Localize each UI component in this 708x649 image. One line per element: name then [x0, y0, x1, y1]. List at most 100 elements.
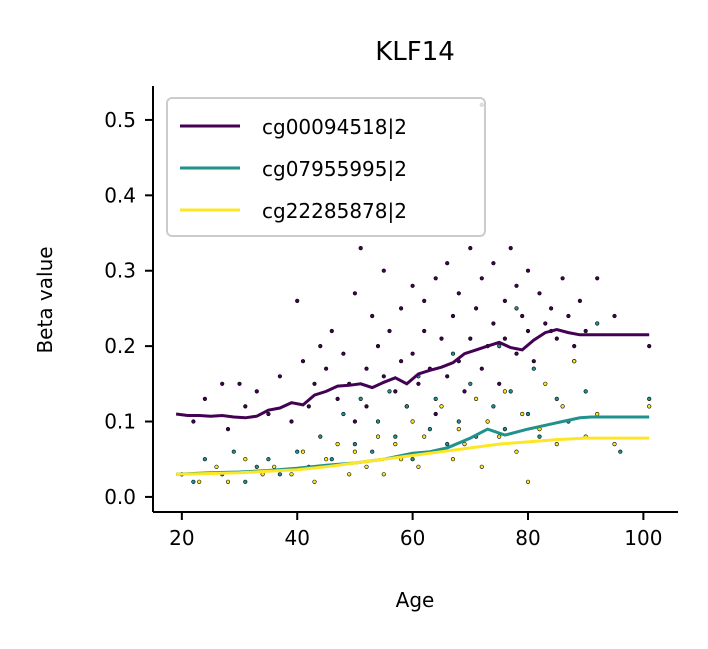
series-2-point: [474, 396, 479, 402]
series-0-point: [583, 328, 588, 334]
legend: cg00094518|2 cg07955995|2 cg22285878|2: [166, 97, 486, 237]
series-2-point: [410, 419, 415, 424]
series-2-trend-line: [176, 436, 650, 476]
series-2-point: [514, 449, 519, 454]
legend-label-1: cg07955995|2: [262, 157, 407, 181]
series-1-point: [497, 344, 502, 349]
series-1-point: [595, 321, 600, 326]
series-0-trend-line: [175, 327, 650, 420]
series-2-point: [324, 457, 329, 462]
series-0-point: [491, 261, 496, 266]
series-0-point: [381, 268, 386, 273]
trend-layer: [175, 327, 650, 476]
series-2-point: [335, 442, 340, 447]
y-tick-label: 0.0: [104, 485, 136, 509]
series-2-point: [214, 464, 219, 469]
series-1-point: [445, 442, 450, 447]
series-0-point: [433, 276, 438, 281]
series-2-point: [647, 404, 652, 409]
series-0-point: [479, 366, 484, 371]
series-0-point: [445, 374, 450, 379]
series-1-point: [295, 449, 300, 454]
y-axis-title: Beta value: [33, 246, 57, 353]
series-1-point: [456, 419, 461, 424]
series-0-point: [525, 268, 531, 273]
series-1-point: [202, 457, 207, 462]
series-0-point: [543, 321, 548, 326]
series-0-point: [554, 336, 559, 341]
series-2-point: [312, 479, 317, 484]
series-0-point: [387, 328, 392, 334]
series-0-point: [433, 411, 438, 417]
series-0-point: [612, 313, 617, 319]
series-2-point: [375, 434, 381, 439]
series-0-point: [560, 276, 565, 281]
series-0-point: [364, 366, 369, 371]
x-tick-label: 60: [400, 526, 425, 550]
y-tick-label: 0.3: [104, 259, 136, 283]
series-0-point: [300, 359, 306, 364]
series-0-point: [341, 351, 346, 356]
series-2-point: [572, 359, 577, 364]
series-0-point: [266, 411, 271, 417]
series-1-point: [404, 404, 409, 409]
series-0-point: [439, 336, 444, 341]
series-0-point: [514, 351, 519, 356]
series-1-point: [450, 351, 456, 356]
series-1-point: [393, 434, 398, 439]
series-1-point: [254, 464, 259, 469]
series-0-point: [410, 351, 415, 356]
series-1-point: [370, 449, 375, 454]
series-1-point: [554, 396, 559, 402]
series-0-point: [450, 313, 456, 319]
series-1-point: [514, 306, 519, 311]
series-2-point: [456, 427, 461, 432]
points-layer: [179, 102, 652, 484]
series-1-point: [277, 472, 283, 477]
series-1-point: [266, 457, 271, 462]
series-1-point: [537, 434, 542, 439]
series-2-point: [416, 464, 421, 469]
series-1-point: [341, 411, 346, 417]
series-0-point: [370, 313, 375, 319]
series-0-point: [491, 321, 496, 326]
series-0-point: [381, 374, 386, 379]
series-0-point: [416, 381, 421, 386]
series-0-point: [254, 389, 259, 394]
series-1-point: [491, 404, 496, 409]
series-2-point: [502, 389, 508, 394]
series-0-point: [364, 404, 369, 409]
chart-title: KLF14: [375, 37, 455, 67]
series-1-point: [191, 479, 196, 484]
series-0-point: [399, 359, 404, 364]
series-1-point: [531, 366, 536, 371]
series-2-point: [497, 434, 502, 439]
series-2-point: [393, 442, 398, 447]
series-0-point: [468, 246, 473, 251]
series-0-point: [329, 328, 334, 334]
series-0-point: [358, 246, 363, 251]
x-tick-label: 100: [624, 526, 662, 550]
series-0-point: [289, 419, 294, 424]
series-1-point: [508, 389, 513, 394]
x-tick-label: 80: [515, 526, 540, 550]
series-1-trend-line: [176, 415, 650, 476]
series-1-point: [352, 442, 358, 447]
series-0-point: [462, 389, 467, 394]
series-0-point: [202, 396, 207, 402]
x-tick-label: 20: [169, 526, 194, 550]
x-ticks: 20 40 60 80 100: [169, 512, 662, 550]
series-0-point: [468, 336, 473, 341]
series-1-point: [243, 479, 248, 484]
series-1-point: [502, 427, 508, 432]
series-0-point: [410, 283, 415, 288]
series-0-point: [335, 396, 340, 402]
legend-frame: [166, 97, 486, 237]
series-0-point: [422, 328, 427, 334]
series-1-point: [583, 389, 588, 394]
series-0-point: [537, 291, 542, 296]
series-0-point: [399, 306, 404, 311]
y-tick-label: 0.4: [104, 183, 136, 207]
series-0-point: [306, 404, 311, 409]
